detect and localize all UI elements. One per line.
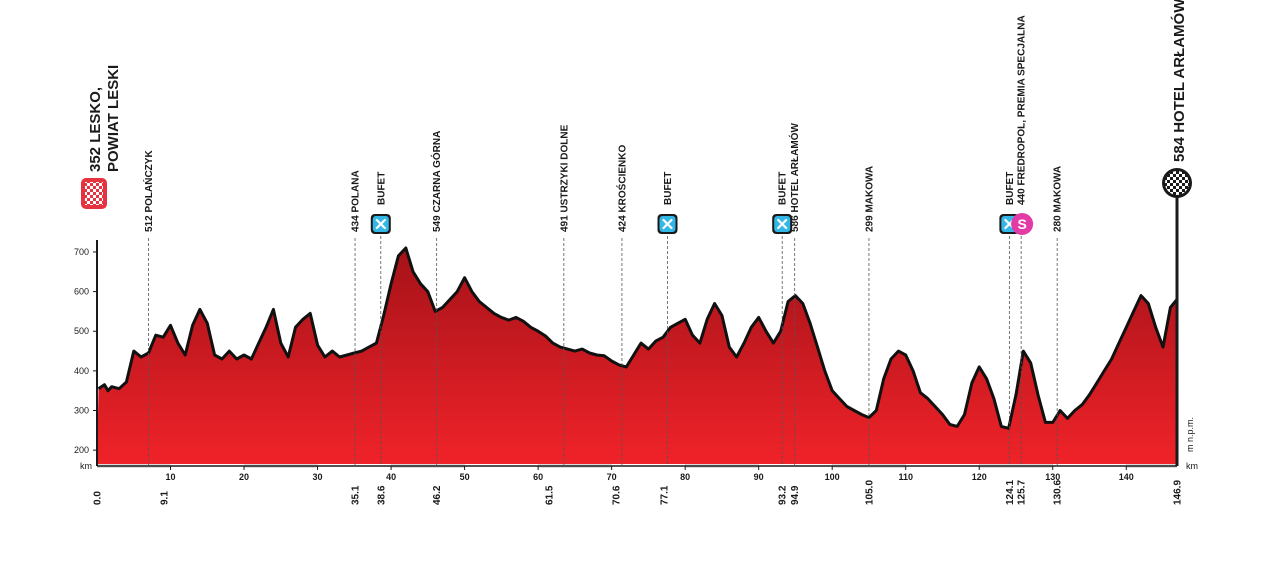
- feed-zone-icon: [772, 214, 793, 234]
- waypoint-labels: 512 POLAŃCZYK 434 POLANA BUFET 549 CZARNA G…: [142, 15, 1064, 232]
- distance-marker: 105.0: [865, 480, 876, 505]
- start-line1: 352 LESKO,: [87, 87, 104, 172]
- distance-band: [97, 464, 1177, 468]
- x-tick-label: 30: [313, 472, 323, 482]
- waypoint-label: BUFET: [663, 172, 674, 205]
- x-tick-label: 40: [386, 472, 396, 482]
- finish-name: HOTEL ARŁAMÓW: [1170, 0, 1188, 133]
- distance-marker: 93.2: [778, 485, 789, 505]
- distance-marker: 124.1: [1005, 480, 1016, 505]
- x-tick-label: 10: [166, 472, 176, 482]
- feed-icon-cross: [375, 218, 386, 230]
- distance-marker: 70.6: [612, 485, 623, 505]
- distance-marker: 61.5: [545, 485, 556, 505]
- feed-icon-cross: [777, 218, 788, 230]
- y-tick-label: 700: [74, 247, 89, 257]
- elevation-area: [97, 248, 1177, 466]
- x-tick-label: 60: [533, 472, 543, 482]
- x-tick-label: 100: [825, 472, 840, 482]
- distance-marker: 125.7: [1017, 480, 1028, 505]
- x-unit-left: km: [80, 461, 92, 471]
- waypoint-label: 549 CZARNA GÓRNA: [430, 131, 443, 232]
- start-flag-icon: [81, 178, 107, 209]
- waypoint-label: 512 POLAŃCZYK: [142, 150, 155, 232]
- distance-markers: 0.0 9.1 35.1 38.6 46.2 61.5 70.6 77.1 93.2 94.9 10…: [93, 480, 1184, 505]
- km-ticks: 10 20 30 40 50 60 70 80 90 100 110 120 130 140: [166, 466, 1134, 482]
- distance-marker: 46.2: [432, 485, 443, 505]
- distance-marker: 35.1: [351, 485, 362, 505]
- x-tick-label: 90: [754, 472, 764, 482]
- waypoint-guides: [148, 236, 1058, 466]
- start-line2: POWIAT LESKI: [105, 65, 122, 172]
- elevation-profile: [97, 246, 1179, 466]
- start-block: 352 LESKO, POWIAT LESKI: [81, 65, 122, 209]
- distance-marker: 0.0: [93, 491, 104, 505]
- waypoint-label: 424 KROŚCIENKO: [615, 145, 628, 232]
- waypoint-label: BUFET: [376, 172, 387, 205]
- y-unit-label: m n.p.m.: [1185, 417, 1195, 452]
- sprint-icon-glyph: S: [1017, 216, 1026, 232]
- distance-marker: 9.1: [159, 491, 170, 505]
- distance-marker: 77.1: [659, 485, 670, 505]
- waypoint-label: 280 MAKOWA: [1053, 166, 1064, 232]
- x-tick-label: 130: [1045, 472, 1060, 482]
- finish-flag-icon: [1162, 168, 1192, 198]
- x-tick-label: 110: [898, 472, 913, 482]
- waypoint-icons: S: [370, 213, 1034, 235]
- feed-icon-cross: [662, 218, 673, 230]
- finish-flag-checker: [1165, 171, 1189, 195]
- elevation-outline: [97, 246, 1179, 430]
- elevation-axis: 200 300 400 500 600 700: [74, 240, 98, 466]
- finish-block: 584 HOTEL ARŁAMÓW: [1162, 0, 1192, 198]
- start-elevation: 352: [87, 147, 104, 172]
- x-tick-label: 70: [607, 472, 617, 482]
- y-tick-label: 600: [74, 287, 89, 297]
- sprint-icon: S: [1011, 213, 1034, 235]
- finish-label: 584 HOTEL ARŁAMÓW: [1170, 0, 1188, 162]
- finish-elevation: 584: [1171, 136, 1188, 162]
- start-flag-checker: [85, 182, 103, 205]
- y-tick-label: 200: [74, 445, 89, 455]
- start-town: LESKO,: [87, 87, 104, 143]
- waypoint-label: 299 MAKOWA: [865, 166, 876, 232]
- x-tick-label: 120: [972, 472, 987, 482]
- distance-marker: 94.9: [790, 485, 801, 505]
- waypoint-label: 440 FREDROPOL, PREMIA SPECJALNA: [1017, 15, 1028, 205]
- x-tick-label: 50: [460, 472, 470, 482]
- x-tick-label: 80: [680, 472, 690, 482]
- waypoint-label: 491 USTRZYKI DOLNE: [559, 124, 570, 232]
- x-tick-label: 20: [239, 472, 249, 482]
- distance-marker: 146.9: [1173, 480, 1184, 505]
- feed-zone-icon: [657, 214, 678, 234]
- y-tick-label: 500: [74, 326, 89, 336]
- sprint-icon-bg: [1011, 213, 1034, 235]
- waypoint-label: 586 HOTEL ARŁAMÓW: [788, 123, 801, 232]
- x-tick-label: 140: [1119, 472, 1134, 482]
- distance-marker: 38.6: [376, 485, 387, 505]
- y-tick-label: 400: [74, 366, 89, 376]
- waypoint-label: 434 POLANA: [351, 170, 362, 232]
- feed-zone-icon: [370, 214, 391, 234]
- y-tick-label: 300: [74, 406, 89, 416]
- waypoint-label: BUFET: [778, 172, 789, 205]
- distance-marker: 130.6: [1053, 480, 1064, 505]
- waypoint-label: BUFET: [1005, 172, 1016, 205]
- x-unit-right: km: [1186, 461, 1198, 471]
